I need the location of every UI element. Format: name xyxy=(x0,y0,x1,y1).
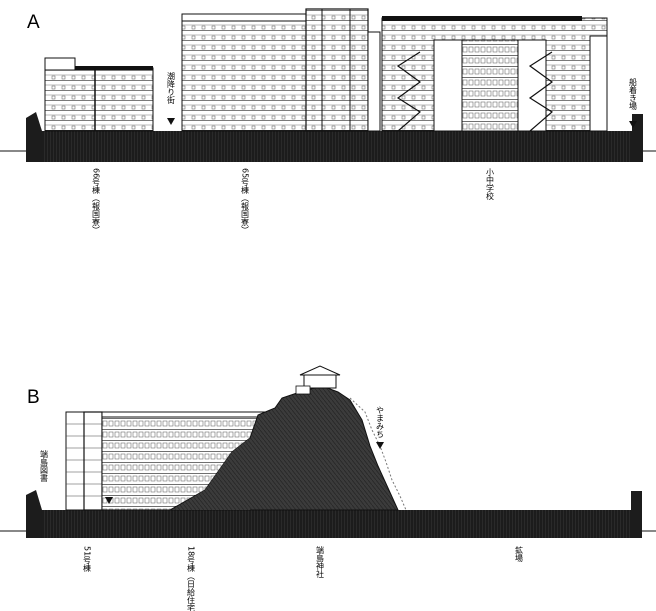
building-65 xyxy=(181,8,381,132)
boat-landing-label: 船着き場 xyxy=(629,77,638,111)
school xyxy=(381,16,608,132)
library-label: 端島図書 xyxy=(40,449,49,483)
school-label: 小中学校 xyxy=(486,168,495,201)
shrine-building xyxy=(295,365,341,395)
section-b: B xyxy=(0,365,656,611)
boat-landing-arrow xyxy=(629,121,637,128)
building-51-label: 51号棟 xyxy=(83,546,92,573)
sea-street-label: 潮降り街 xyxy=(167,71,176,105)
yamamichi-path xyxy=(349,397,407,511)
building-66 xyxy=(44,57,154,132)
shrine-label: 端島神社 xyxy=(316,545,325,579)
building-51 xyxy=(65,411,103,511)
section-b-left-seawall xyxy=(26,490,42,538)
building-65-label: 65号棟（報国寮） xyxy=(241,168,250,234)
section-b-right-seawall xyxy=(631,491,642,538)
section-a-right-seawall xyxy=(632,114,643,162)
section-a-letter: A xyxy=(27,12,40,33)
section-a: A xyxy=(0,8,656,234)
yamamichi-arrow xyxy=(376,442,384,449)
sea-street-arrow xyxy=(167,118,175,125)
section-a-left-seawall xyxy=(26,112,42,162)
section-a-ground xyxy=(26,131,643,162)
yamamichi-label: やまみち xyxy=(376,406,385,438)
library-arrow xyxy=(105,497,113,504)
hill-slope-cutout xyxy=(172,438,250,510)
building-18-label: 18号棟（日給住宅） xyxy=(187,546,196,611)
section-b-ground xyxy=(26,510,642,538)
mine-label: 鉱場 xyxy=(515,545,524,563)
section-b-letter: B xyxy=(27,387,40,408)
building-66-label: 66号棟（報国寮） xyxy=(92,168,101,234)
